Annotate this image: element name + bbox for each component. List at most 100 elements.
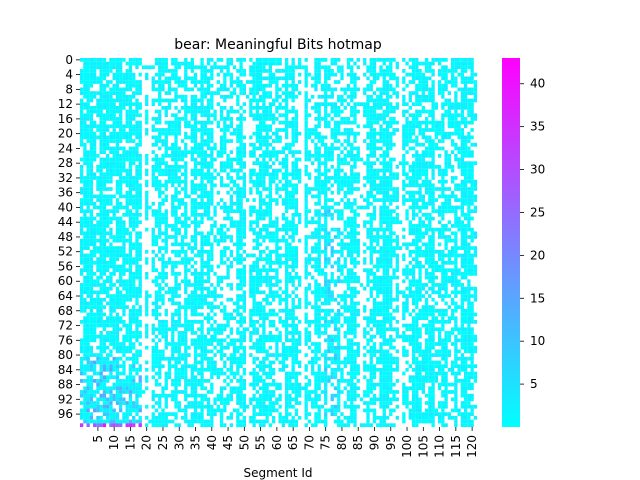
heatmap-cell bbox=[119, 275, 123, 280]
heatmap-cell bbox=[327, 179, 331, 184]
heatmap-cell bbox=[278, 168, 282, 173]
heatmap-cell bbox=[441, 194, 445, 199]
heatmap-cell bbox=[463, 216, 468, 221]
heatmap-cell bbox=[285, 179, 289, 184]
heatmap-cell bbox=[418, 227, 422, 232]
heatmap-cell bbox=[258, 65, 263, 70]
heatmap-cell bbox=[359, 205, 364, 210]
heatmap-cell bbox=[164, 150, 168, 154]
heatmap-cell bbox=[294, 131, 299, 136]
heatmap-cell bbox=[265, 135, 269, 140]
heatmap-cell bbox=[278, 194, 282, 199]
heatmap-cell bbox=[167, 98, 172, 103]
heatmap-cell bbox=[109, 80, 113, 84]
heatmap-cell bbox=[450, 272, 455, 276]
heatmap-cell bbox=[294, 94, 299, 99]
heatmap-cell bbox=[206, 260, 211, 265]
heatmap-cell bbox=[184, 268, 188, 273]
heatmap-cell bbox=[265, 279, 269, 284]
heatmap-cell bbox=[457, 65, 461, 70]
heatmap-cell bbox=[109, 124, 113, 129]
heatmap-cell bbox=[320, 272, 325, 276]
heatmap-cell bbox=[395, 260, 399, 265]
heatmap-cell bbox=[343, 260, 347, 265]
heatmap-cell bbox=[460, 290, 465, 295]
heatmap-cell bbox=[161, 161, 165, 166]
heatmap-cell bbox=[132, 201, 136, 206]
heatmap-cell bbox=[463, 69, 468, 73]
heatmap-cell bbox=[395, 120, 399, 125]
heatmap-cell bbox=[174, 194, 178, 199]
heatmap-cell bbox=[330, 128, 334, 132]
heatmap-cell bbox=[463, 172, 468, 177]
heatmap-cell bbox=[180, 94, 185, 99]
heatmap-cell bbox=[158, 98, 162, 103]
heatmap-cell bbox=[242, 231, 246, 236]
heatmap-cell bbox=[255, 146, 260, 151]
heatmap-cell bbox=[138, 176, 142, 180]
heatmap-cell bbox=[193, 205, 198, 210]
heatmap-cell bbox=[304, 205, 308, 210]
heatmap-cell bbox=[158, 109, 162, 114]
heatmap-cell bbox=[405, 61, 409, 66]
heatmap-cell bbox=[138, 264, 142, 269]
heatmap-cell bbox=[467, 102, 471, 107]
heatmap-cell bbox=[447, 91, 452, 95]
heatmap-cell bbox=[80, 257, 84, 261]
heatmap-cell bbox=[242, 268, 246, 273]
heatmap-cell bbox=[158, 172, 162, 177]
heatmap-cell bbox=[324, 224, 328, 228]
heatmap-cell bbox=[363, 198, 367, 202]
heatmap-cell bbox=[372, 238, 377, 243]
heatmap-cell bbox=[288, 227, 292, 232]
heatmap-cell bbox=[115, 227, 120, 232]
heatmap-cell bbox=[330, 135, 334, 140]
heatmap-cell bbox=[431, 124, 435, 129]
heatmap-cell bbox=[431, 87, 435, 92]
heatmap-cell bbox=[382, 231, 386, 236]
heatmap-cell bbox=[99, 76, 103, 81]
heatmap-cell bbox=[307, 235, 312, 239]
heatmap-cell bbox=[135, 257, 139, 261]
heatmap-cell bbox=[353, 146, 357, 151]
heatmap-cell bbox=[353, 290, 357, 295]
heatmap-cell bbox=[219, 161, 224, 166]
heatmap-cell bbox=[356, 124, 360, 129]
heatmap-cell bbox=[444, 275, 448, 280]
heatmap-cell bbox=[470, 257, 474, 261]
heatmap-cell bbox=[285, 227, 289, 232]
heatmap-cell bbox=[167, 146, 172, 151]
heatmap-cell bbox=[424, 109, 429, 114]
heatmap-cell bbox=[320, 172, 325, 177]
heatmap-cell bbox=[99, 179, 103, 184]
heatmap-cell bbox=[454, 220, 458, 225]
heatmap-cell bbox=[392, 105, 396, 110]
heatmap-cell bbox=[320, 187, 325, 191]
heatmap-cell bbox=[402, 142, 406, 147]
heatmap-cell bbox=[392, 131, 396, 136]
heatmap-cell bbox=[128, 124, 133, 129]
heatmap-cell bbox=[460, 72, 465, 77]
heatmap-cell bbox=[447, 201, 452, 206]
heatmap-cell bbox=[86, 80, 90, 84]
heatmap-cell bbox=[392, 275, 396, 280]
heatmap-cell bbox=[115, 120, 120, 125]
heatmap-cell bbox=[434, 268, 438, 273]
heatmap-cell bbox=[132, 179, 136, 184]
heatmap-cell bbox=[369, 72, 373, 77]
heatmap-cell bbox=[454, 153, 458, 158]
heatmap-cell bbox=[473, 290, 478, 295]
heatmap-cell bbox=[333, 172, 338, 177]
heatmap-cell bbox=[171, 294, 175, 298]
heatmap-cell bbox=[200, 131, 204, 136]
heatmap-cell bbox=[239, 80, 243, 84]
heatmap-cell bbox=[402, 80, 406, 84]
heatmap-cell bbox=[382, 238, 386, 243]
heatmap-cell bbox=[83, 246, 87, 250]
heatmap-cell bbox=[232, 257, 237, 261]
heatmap-cell bbox=[285, 253, 289, 258]
heatmap-cell bbox=[109, 227, 113, 232]
heatmap-cell bbox=[317, 94, 321, 99]
heatmap-cell bbox=[278, 128, 282, 132]
